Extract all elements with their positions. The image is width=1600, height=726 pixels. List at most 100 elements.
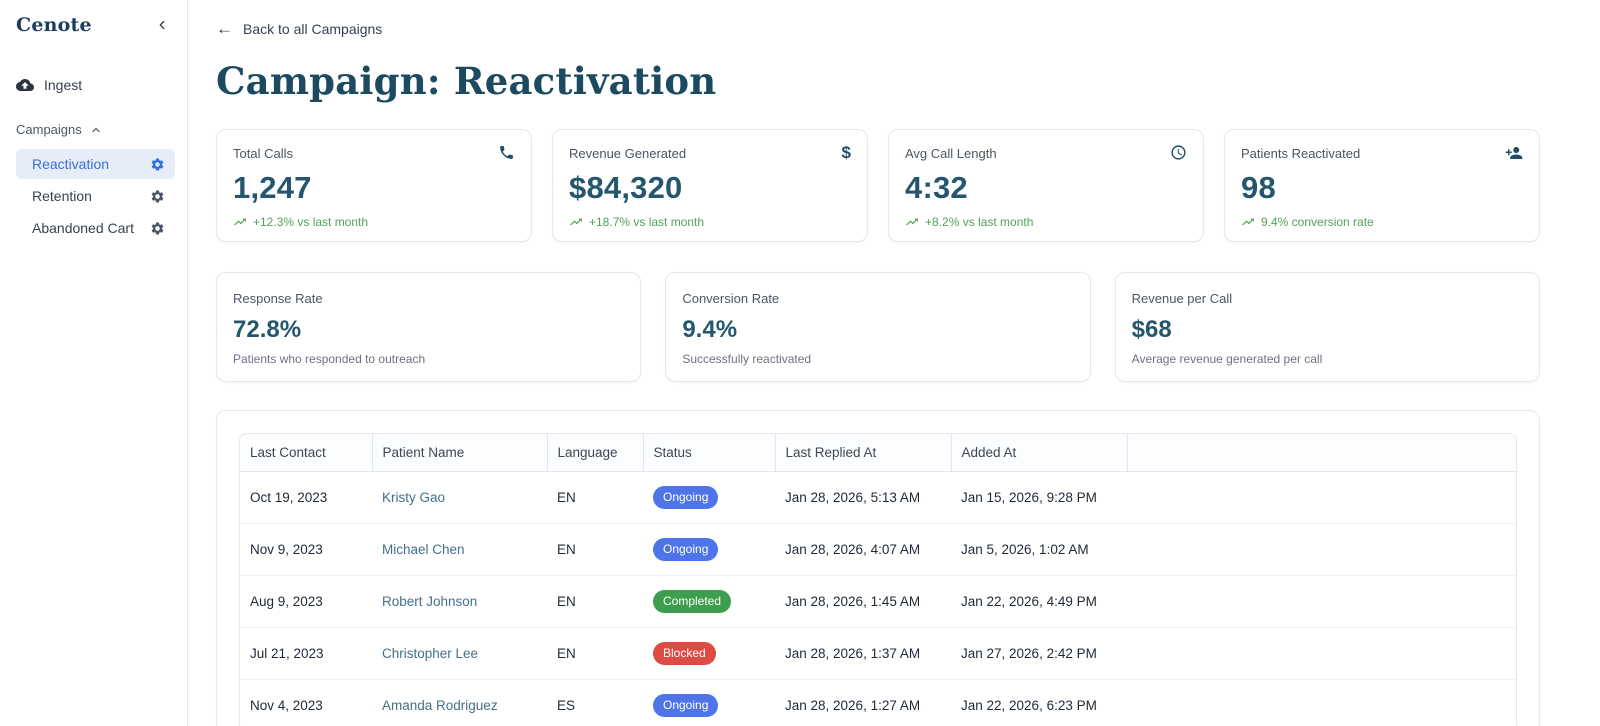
stat-card-revenue-generated: Revenue Generated $ $84,320 +18.7% vs la…: [552, 129, 868, 242]
patient-name-link[interactable]: Amanda Rodriguez: [382, 698, 498, 713]
cell-language: EN: [557, 594, 576, 609]
cell-last-contact: Oct 19, 2023: [250, 490, 328, 505]
patient-name-link[interactable]: Robert Johnson: [382, 594, 478, 609]
metric-label: Response Rate: [233, 291, 323, 306]
app-logo: Cenote: [16, 14, 92, 36]
campaign-list: Reactivation Retention Abandoned Cart: [16, 149, 175, 243]
cell-last-replied-at: Jan 28, 2026, 4:07 AM: [785, 542, 921, 557]
metric-value: $68: [1131, 316, 1172, 343]
campaign-item-label: Abandoned Cart: [32, 220, 134, 236]
trending-up-icon: [570, 218, 582, 226]
cell-added-at: Jan 15, 2026, 9:28 PM: [961, 490, 1097, 505]
chevron-up-icon: [92, 127, 100, 132]
cell-last-contact: Jul 21, 2023: [250, 646, 324, 661]
campaigns-label: Campaigns: [16, 122, 82, 137]
cell-last-replied-at: Jan 28, 2026, 1:45 AM: [785, 594, 921, 609]
status-badge: Ongoing: [653, 486, 719, 509]
trending-up-icon: [234, 218, 246, 226]
phone-icon: [498, 144, 515, 161]
page-title: Campaign: Reactivation: [216, 59, 1540, 103]
status-badge: Ongoing: [653, 538, 719, 561]
metric-caption: Patients who responded to outreach: [233, 352, 426, 366]
column-header-status: Status: [643, 434, 776, 472]
patients-table-wrapper: Last Contact Patient Name Language Statu…: [239, 433, 1517, 726]
page-title-prefix: Campaign:: [216, 59, 441, 103]
column-header-patient-name: Patient Name: [372, 434, 548, 472]
cell-actions: [1127, 576, 1516, 628]
status-badge: Blocked: [653, 642, 716, 665]
dollar-icon: $: [841, 143, 851, 162]
metric-caption: Average revenue generated per call: [1131, 352, 1323, 366]
trending-up-icon: [1242, 218, 1254, 226]
metric-label: Conversion Rate: [682, 291, 780, 306]
cell-actions: [1127, 628, 1516, 680]
sidebar-item-reactivation[interactable]: Reactivation: [16, 149, 175, 179]
cell-language: EN: [557, 542, 576, 557]
table-row[interactable]: Nov 4, 2023 Amanda Rodriguez ES Ongoing …: [240, 679, 1516, 726]
column-header-last-contact: Last Contact: [240, 434, 373, 472]
patients-table: Last Contact Patient Name Language Statu…: [240, 434, 1516, 726]
cell-last-replied-at: Jan 28, 2026, 5:13 AM: [785, 490, 921, 505]
stat-label: Patients Reactivated: [1241, 146, 1361, 161]
sidebar-header: Cenote: [16, 14, 175, 36]
arrow-left-icon: ←: [216, 19, 233, 38]
status-badge: Completed: [653, 590, 732, 613]
sidebar-item-retention[interactable]: Retention: [16, 181, 175, 211]
back-to-campaigns-link[interactable]: ← Back to all Campaigns: [216, 20, 382, 37]
stat-trend-label: +18.7% vs last month: [589, 215, 705, 229]
patient-name-link[interactable]: Kristy Gao: [382, 490, 446, 505]
metric-label: Revenue per Call: [1131, 291, 1233, 306]
table-row[interactable]: Nov 9, 2023 Michael Chen EN Ongoing Jan …: [240, 523, 1516, 576]
gear-icon[interactable]: [150, 157, 165, 172]
cell-added-at: Jan 27, 2026, 2:42 PM: [961, 646, 1097, 661]
table-row[interactable]: Oct 19, 2023 Kristy Gao EN Ongoing Jan 2…: [240, 472, 1516, 524]
stat-cards-row: Total Calls 1,247 +12.3% vs last month R…: [216, 129, 1540, 242]
stat-trend: +18.7% vs last month: [569, 215, 849, 229]
cell-last-replied-at: Jan 28, 2026, 1:37 AM: [785, 646, 921, 661]
metric-caption: Successfully reactivated: [682, 352, 812, 366]
column-header-last-replied-at: Last Replied At: [775, 434, 952, 472]
stat-card-avg-call-length: Avg Call Length 4:32 +8.2% vs last month: [888, 129, 1204, 242]
cloud-upload-icon: [16, 79, 34, 91]
stat-label: Revenue Generated: [569, 146, 687, 161]
patient-name-link[interactable]: Michael Chen: [382, 542, 465, 557]
stat-label: Avg Call Length: [905, 146, 997, 161]
ingest-label: Ingest: [44, 77, 83, 93]
cell-last-contact: Nov 9, 2023: [250, 542, 323, 557]
patient-name-link[interactable]: Christopher Lee: [382, 646, 479, 661]
stat-trend: +8.2% vs last month: [905, 215, 1185, 229]
column-header-actions: [1127, 434, 1516, 472]
cell-actions: [1127, 524, 1516, 576]
stat-label: Total Calls: [233, 146, 293, 161]
cell-added-at: Jan 5, 2026, 1:02 AM: [961, 542, 1089, 557]
sidebar-item-ingest[interactable]: Ingest: [16, 76, 175, 94]
sidebar-section-campaigns[interactable]: Campaigns: [16, 122, 175, 137]
column-header-language: Language: [547, 434, 644, 472]
stat-value: $84,320: [569, 170, 683, 205]
stat-trend: 9.4% conversion rate: [1241, 215, 1521, 229]
sidebar-collapse-button[interactable]: [155, 18, 175, 32]
table-header: Last Contact Patient Name Language Statu…: [240, 434, 1516, 472]
metric-card-conversion-rate: Conversion Rate 9.4% Successfully reacti…: [665, 272, 1091, 382]
user-plus-icon: [1505, 144, 1523, 162]
stat-value: 1,247: [233, 170, 312, 205]
cell-last-contact: Nov 4, 2023: [250, 698, 323, 713]
gear-icon[interactable]: [150, 189, 165, 204]
stat-trend-label: 9.4% conversion rate: [1261, 215, 1374, 229]
cell-language: EN: [557, 646, 576, 661]
stat-card-patients-reactivated: Patients Reactivated 98 9.4% conversion …: [1224, 129, 1540, 242]
back-link-label: Back to all Campaigns: [243, 20, 383, 37]
table-row[interactable]: Aug 9, 2023 Robert Johnson EN Completed …: [240, 575, 1516, 628]
sidebar-item-abandoned-cart[interactable]: Abandoned Cart: [16, 213, 175, 243]
clock-icon: [1170, 144, 1187, 161]
campaign-item-label: Reactivation: [32, 156, 110, 172]
gear-icon[interactable]: [150, 221, 165, 236]
cell-actions: [1127, 680, 1516, 726]
metric-cards-row: Response Rate 72.8% Patients who respond…: [216, 272, 1540, 382]
stat-trend: +12.3% vs last month: [233, 215, 513, 229]
trending-up-icon: [906, 218, 918, 226]
metric-card-revenue-per-call: Revenue per Call $68 Average revenue gen…: [1114, 272, 1540, 382]
table-row[interactable]: Jul 21, 2023 Christopher Lee EN Blocked …: [240, 627, 1516, 680]
column-header-added-at: Added At: [951, 434, 1128, 472]
cell-added-at: Jan 22, 2026, 4:49 PM: [961, 594, 1097, 609]
